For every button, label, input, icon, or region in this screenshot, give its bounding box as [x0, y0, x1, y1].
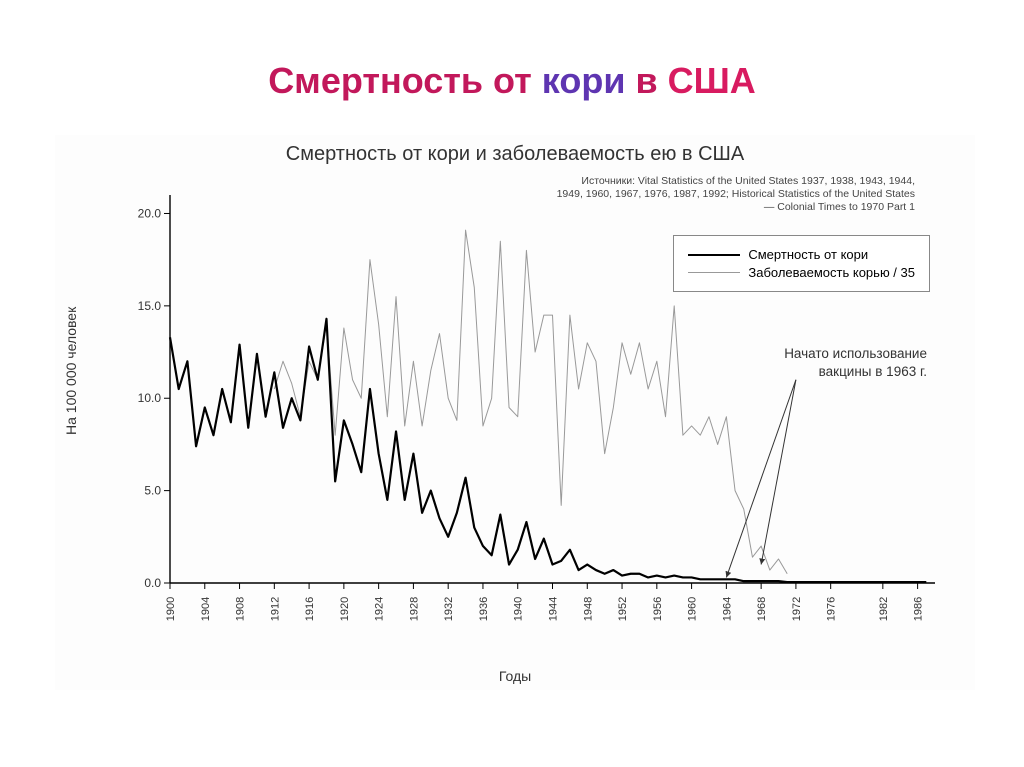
title-word-3: кори — [542, 60, 626, 101]
svg-text:1940: 1940 — [513, 597, 525, 621]
svg-text:1952: 1952 — [617, 597, 629, 621]
svg-text:1904: 1904 — [200, 597, 212, 621]
svg-text:10.0: 10.0 — [138, 391, 162, 405]
svg-text:1928: 1928 — [408, 597, 420, 621]
svg-text:15.0: 15.0 — [138, 299, 162, 313]
title-word-2: от — [493, 60, 532, 101]
svg-text:1964: 1964 — [721, 597, 733, 621]
chart-title: Смертность от кори и заболеваемость ею в… — [55, 135, 975, 166]
page-title: Смертность от кори в США — [0, 0, 1024, 102]
svg-text:1972: 1972 — [791, 597, 803, 621]
svg-text:1976: 1976 — [826, 597, 838, 621]
title-word-5: США — [668, 60, 756, 101]
chart-container: Смертность от кори и заболеваемость ею в… — [55, 135, 975, 690]
svg-text:1956: 1956 — [652, 597, 664, 621]
svg-text:1900: 1900 — [165, 597, 177, 621]
svg-text:1908: 1908 — [235, 597, 247, 621]
title-word-4: в — [635, 60, 657, 101]
svg-text:1916: 1916 — [304, 597, 316, 621]
svg-text:1924: 1924 — [374, 597, 386, 621]
x-axis-label: Годы — [499, 668, 531, 684]
svg-text:1912: 1912 — [269, 597, 281, 621]
svg-text:1948: 1948 — [582, 597, 594, 621]
svg-text:1944: 1944 — [548, 597, 560, 621]
y-axis-label: На 100 000 человек — [63, 307, 79, 435]
svg-text:1960: 1960 — [687, 597, 699, 621]
chart-svg: 0.0 5.0 10.0 15.0 20.0 1900 1904 1908 1912 1916 19… — [125, 185, 945, 625]
svg-text:0.0: 0.0 — [144, 576, 161, 590]
title-word-1: Смертность — [268, 60, 483, 101]
svg-text:1932: 1932 — [443, 597, 455, 621]
svg-text:1920: 1920 — [339, 597, 351, 621]
svg-text:5.0: 5.0 — [144, 484, 161, 498]
svg-text:1986: 1986 — [913, 597, 925, 621]
svg-text:1982: 1982 — [878, 597, 890, 621]
svg-text:1936: 1936 — [478, 597, 490, 621]
chart-plot: 0.0 5.0 10.0 15.0 20.0 1900 1904 1908 1912 1916 19… — [125, 185, 945, 625]
svg-text:1968: 1968 — [756, 597, 768, 621]
svg-text:20.0: 20.0 — [138, 206, 162, 220]
